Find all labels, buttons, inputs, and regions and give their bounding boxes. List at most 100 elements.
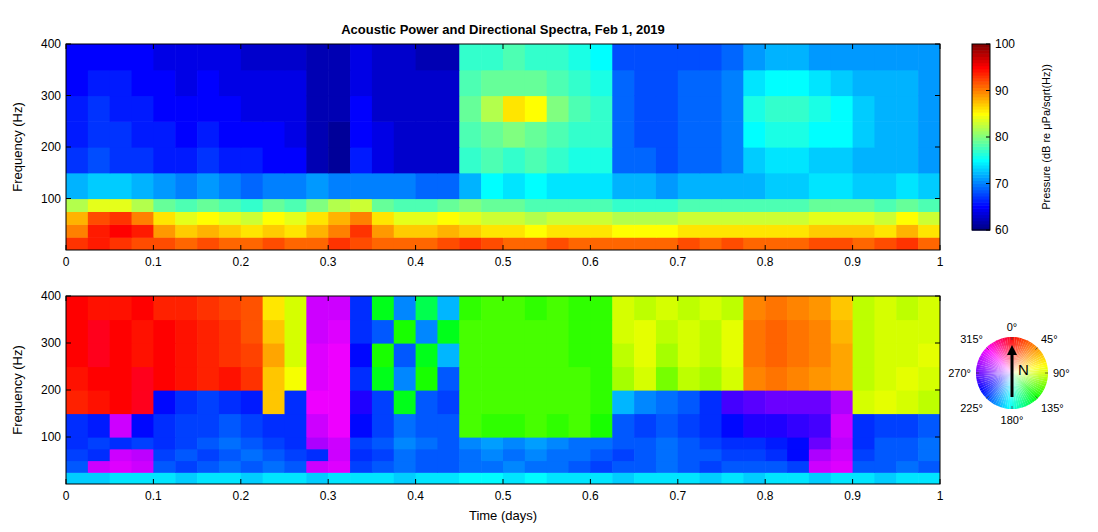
wheel-tick: [987, 396, 989, 398]
x-tick-label: 0.4: [407, 255, 424, 269]
heatmap-cell: [656, 437, 678, 449]
heatmap-cell: [459, 437, 481, 449]
heatmap-cell: [853, 173, 875, 199]
heatmap-cell: [175, 390, 197, 414]
heatmap-cell: [722, 147, 744, 173]
heatmap-cell: [853, 96, 875, 122]
heatmap-cell: [306, 449, 328, 461]
heatmap-cell: [743, 44, 765, 70]
heatmap-cell: [372, 173, 394, 199]
heatmap-cell: [918, 70, 940, 96]
heatmap-cell: [765, 414, 787, 438]
colorbar-tick-label: 60: [995, 223, 1009, 237]
heatmap-cell: [831, 320, 853, 344]
x-tick: [66, 245, 67, 250]
heatmap-cell: [88, 367, 110, 391]
heatmap-cell: [459, 237, 481, 250]
heatmap-cell: [132, 449, 154, 461]
heatmap-cell: [481, 199, 503, 212]
heatmap-cell: [285, 320, 307, 344]
x-tick-label: 0.5: [495, 255, 512, 269]
heatmap-cell: [787, 449, 809, 461]
north-label: N: [1018, 361, 1029, 378]
heatmap-cell: [175, 461, 197, 473]
heatmap-cell: [590, 367, 612, 391]
wheel-tick: [1035, 348, 1037, 350]
heatmap-cell: [110, 147, 132, 173]
heatmap-cell: [503, 96, 525, 122]
heatmap-cell: [590, 237, 612, 250]
heatmap-cell: [809, 173, 831, 199]
heatmap-cell: [569, 237, 591, 250]
wheel-tick: [976, 373, 979, 374]
heatmap-cell: [372, 367, 394, 391]
heatmap-cell: [656, 472, 678, 484]
heatmap-cell: [700, 211, 722, 224]
heatmap-cell: [634, 121, 656, 147]
heatmap-cell: [700, 414, 722, 438]
heatmap-cell: [503, 437, 525, 449]
heatmap-cell: [722, 343, 744, 367]
heatmap-cell: [874, 147, 896, 173]
heatmap-cell: [481, 414, 503, 438]
heatmap-cell: [874, 96, 896, 122]
heatmap-cell: [263, 296, 285, 320]
heatmap-cell: [263, 199, 285, 212]
x-tick-label: 0.3: [320, 489, 337, 503]
heatmap-cell: [634, 211, 656, 224]
y-tick-label: 200: [41, 140, 61, 154]
heatmap-cell: [481, 367, 503, 391]
heatmap-cell: [525, 437, 547, 449]
heatmap-cell: [372, 296, 394, 320]
heatmap-cell: [722, 472, 744, 484]
heatmap-cell: [66, 437, 88, 449]
heatmap-cell: [656, 224, 678, 237]
heatmap-cell: [787, 461, 809, 473]
y-tick-label: 300: [41, 336, 61, 350]
heatmap-cell: [569, 461, 591, 473]
heatmap-cell: [110, 437, 132, 449]
heatmap-cell: [175, 70, 197, 96]
heatmap-cell: [743, 96, 765, 122]
x-tick: [153, 296, 154, 301]
heatmap-cell: [918, 237, 940, 250]
heatmap-cell: [263, 449, 285, 461]
heatmap-cell: [809, 70, 831, 96]
heatmap-cell: [88, 472, 110, 484]
heatmap-cell: [459, 390, 481, 414]
heatmap-cell: [612, 296, 634, 320]
heatmap-cell: [918, 296, 940, 320]
x-axis-title: Time (days): [469, 508, 537, 523]
x-tick: [240, 245, 241, 250]
x-tick: [590, 245, 591, 250]
y-tick: [935, 95, 940, 96]
heatmap-cell: [503, 121, 525, 147]
heatmap-cell: [416, 414, 438, 438]
heatmap-cell: [590, 147, 612, 173]
x-tick: [415, 245, 416, 250]
heatmap-cell: [372, 121, 394, 147]
heatmap-cell: [590, 343, 612, 367]
heatmap-cell: [743, 237, 765, 250]
heatmap-cell: [372, 472, 394, 484]
x-tick: [765, 296, 766, 301]
heatmap-cell: [612, 390, 634, 414]
heatmap-cell: [831, 70, 853, 96]
heatmap-cell: [88, 237, 110, 250]
colorbar-swatch: [972, 44, 990, 48]
heatmap-cell: [809, 343, 831, 367]
y-tick: [935, 44, 940, 45]
heatmap-cell: [153, 461, 175, 473]
heatmap-cell: [678, 173, 700, 199]
heatmap-cell: [328, 121, 350, 147]
heatmap-cell: [678, 414, 700, 438]
heatmap-cell: [787, 173, 809, 199]
heatmap-cell: [241, 414, 263, 438]
heatmap-cell: [394, 343, 416, 367]
heatmap-cell: [831, 199, 853, 212]
heatmap-cell: [547, 96, 569, 122]
heatmap-cell: [874, 437, 896, 449]
heatmap-cell: [743, 414, 765, 438]
heatmap-cell: [809, 44, 831, 70]
heatmap-cell: [219, 237, 241, 250]
